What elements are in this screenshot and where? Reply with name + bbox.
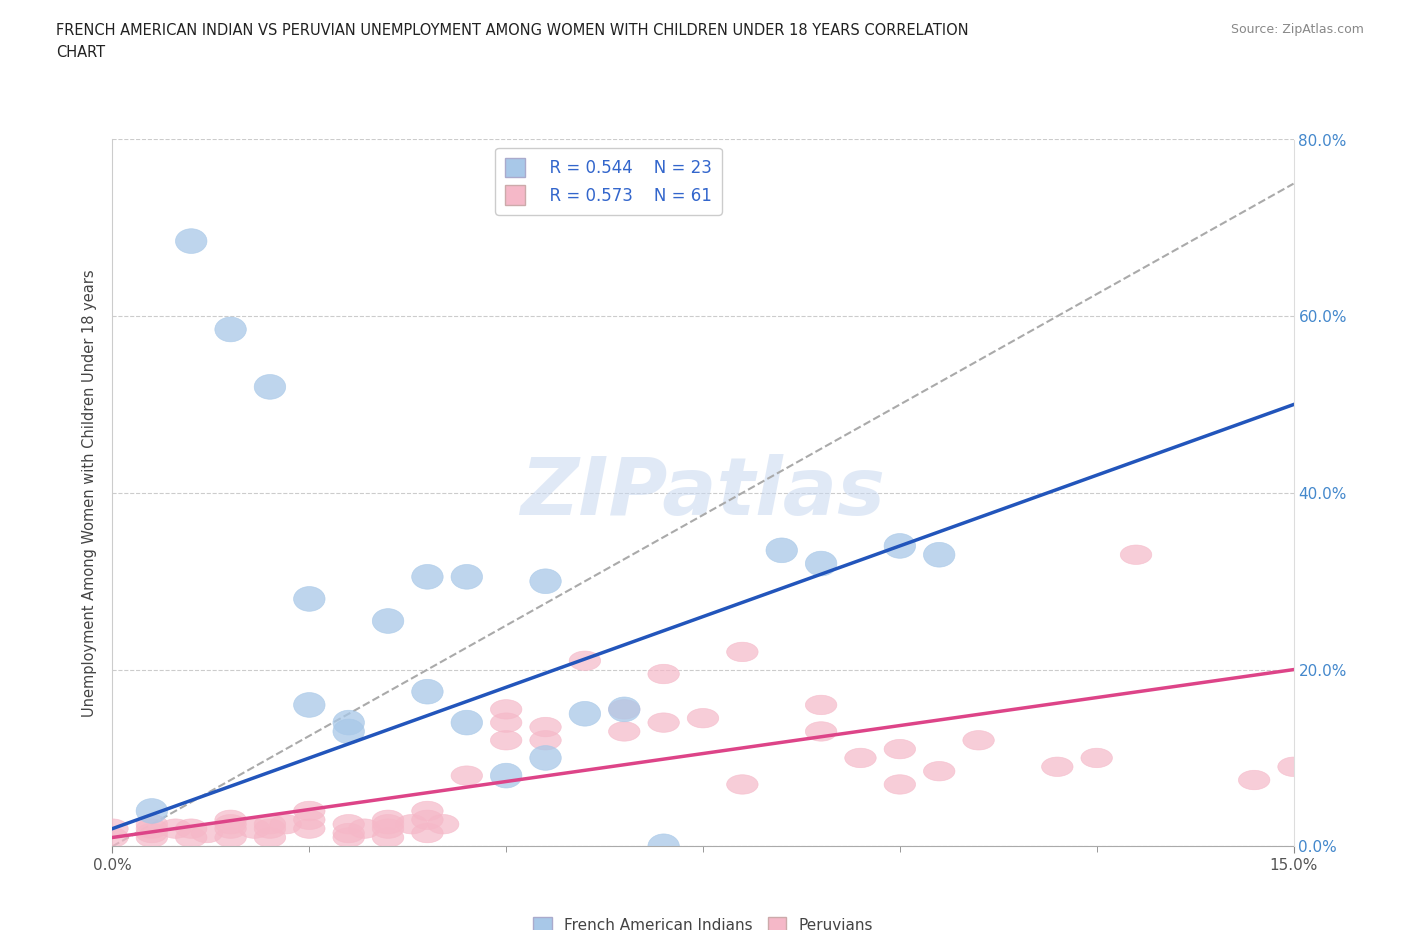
- Ellipse shape: [1121, 545, 1152, 565]
- Ellipse shape: [373, 815, 404, 834]
- Ellipse shape: [97, 828, 128, 847]
- Ellipse shape: [333, 828, 364, 847]
- Ellipse shape: [294, 802, 325, 820]
- Ellipse shape: [333, 711, 364, 735]
- Ellipse shape: [648, 834, 679, 858]
- Ellipse shape: [412, 679, 443, 704]
- Ellipse shape: [845, 749, 876, 767]
- Text: ZIPatlas: ZIPatlas: [520, 454, 886, 532]
- Ellipse shape: [1239, 770, 1270, 790]
- Ellipse shape: [884, 775, 915, 794]
- Ellipse shape: [373, 608, 404, 633]
- Ellipse shape: [427, 815, 458, 834]
- Ellipse shape: [412, 802, 443, 820]
- Ellipse shape: [412, 823, 443, 843]
- Ellipse shape: [239, 819, 270, 838]
- Ellipse shape: [254, 375, 285, 399]
- Ellipse shape: [270, 815, 301, 834]
- Ellipse shape: [215, 810, 246, 830]
- Ellipse shape: [412, 565, 443, 590]
- Ellipse shape: [609, 699, 640, 719]
- Ellipse shape: [491, 713, 522, 732]
- Ellipse shape: [806, 551, 837, 576]
- Ellipse shape: [136, 815, 167, 834]
- Ellipse shape: [924, 542, 955, 567]
- Ellipse shape: [491, 731, 522, 750]
- Ellipse shape: [806, 722, 837, 741]
- Ellipse shape: [727, 775, 758, 794]
- Ellipse shape: [609, 697, 640, 722]
- Ellipse shape: [727, 643, 758, 661]
- Ellipse shape: [333, 815, 364, 834]
- Ellipse shape: [333, 719, 364, 744]
- Text: CHART: CHART: [56, 45, 105, 60]
- Ellipse shape: [412, 810, 443, 830]
- Ellipse shape: [294, 819, 325, 838]
- Ellipse shape: [884, 534, 915, 558]
- Ellipse shape: [373, 828, 404, 847]
- Ellipse shape: [491, 699, 522, 719]
- Ellipse shape: [160, 819, 191, 838]
- Ellipse shape: [1042, 757, 1073, 777]
- Ellipse shape: [648, 664, 679, 684]
- Y-axis label: Unemployment Among Women with Children Under 18 years: Unemployment Among Women with Children U…: [82, 269, 97, 717]
- Ellipse shape: [136, 819, 167, 838]
- Ellipse shape: [176, 229, 207, 254]
- Ellipse shape: [688, 709, 718, 728]
- Text: Source: ZipAtlas.com: Source: ZipAtlas.com: [1230, 23, 1364, 36]
- Ellipse shape: [254, 828, 285, 847]
- Ellipse shape: [294, 693, 325, 717]
- Ellipse shape: [963, 731, 994, 750]
- Ellipse shape: [176, 819, 207, 838]
- Ellipse shape: [1081, 749, 1112, 767]
- Ellipse shape: [569, 701, 600, 726]
- Ellipse shape: [191, 823, 222, 843]
- Ellipse shape: [491, 764, 522, 788]
- Ellipse shape: [254, 815, 285, 834]
- Ellipse shape: [373, 819, 404, 838]
- Ellipse shape: [136, 799, 167, 823]
- Ellipse shape: [806, 696, 837, 714]
- Ellipse shape: [530, 746, 561, 770]
- Ellipse shape: [373, 810, 404, 830]
- Ellipse shape: [1278, 757, 1309, 777]
- Ellipse shape: [924, 762, 955, 781]
- Ellipse shape: [349, 819, 380, 838]
- Ellipse shape: [451, 711, 482, 735]
- Ellipse shape: [396, 815, 427, 834]
- Ellipse shape: [766, 538, 797, 563]
- Text: FRENCH AMERICAN INDIAN VS PERUVIAN UNEMPLOYMENT AMONG WOMEN WITH CHILDREN UNDER : FRENCH AMERICAN INDIAN VS PERUVIAN UNEMP…: [56, 23, 969, 38]
- Ellipse shape: [215, 819, 246, 838]
- Ellipse shape: [530, 569, 561, 593]
- Ellipse shape: [530, 731, 561, 750]
- Ellipse shape: [215, 317, 246, 342]
- Ellipse shape: [294, 587, 325, 611]
- Ellipse shape: [569, 651, 600, 671]
- Ellipse shape: [648, 713, 679, 732]
- Ellipse shape: [97, 819, 128, 838]
- Ellipse shape: [609, 722, 640, 741]
- Ellipse shape: [294, 810, 325, 830]
- Ellipse shape: [333, 823, 364, 843]
- Ellipse shape: [451, 565, 482, 590]
- Ellipse shape: [530, 717, 561, 737]
- Ellipse shape: [136, 828, 167, 847]
- Legend: French American Indians, Peruvians: French American Indians, Peruvians: [527, 910, 879, 930]
- Ellipse shape: [136, 823, 167, 843]
- Ellipse shape: [215, 828, 246, 847]
- Ellipse shape: [451, 766, 482, 785]
- Ellipse shape: [176, 828, 207, 847]
- Ellipse shape: [215, 815, 246, 834]
- Ellipse shape: [254, 819, 285, 838]
- Ellipse shape: [884, 739, 915, 759]
